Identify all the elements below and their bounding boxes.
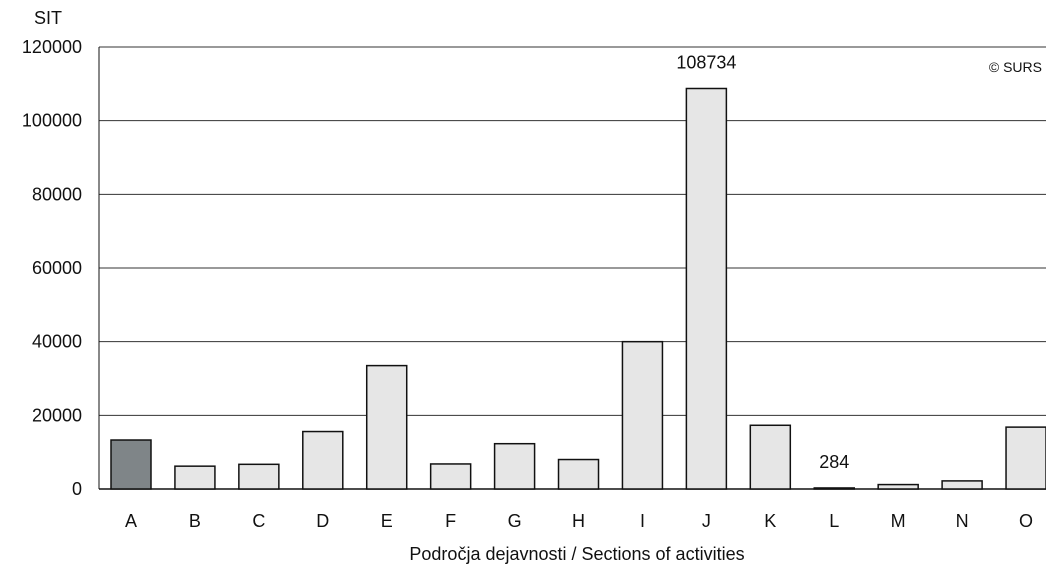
y-tick-label: 20000 bbox=[32, 405, 82, 425]
data-label-J: 108734 bbox=[676, 52, 736, 72]
y-tick-label: 0 bbox=[72, 479, 82, 499]
bar-B bbox=[174, 465, 216, 490]
x-tick-label: B bbox=[189, 511, 201, 531]
bars bbox=[110, 87, 1046, 490]
x-tick-label: A bbox=[125, 511, 137, 531]
x-tick-label: G bbox=[508, 511, 522, 531]
bar-O bbox=[1005, 426, 1046, 490]
bar-H bbox=[557, 458, 600, 490]
x-axis-title: Področja dejavnosti / Sections of activi… bbox=[409, 544, 744, 564]
x-tick-label: L bbox=[829, 511, 839, 531]
y-tick-label: 100000 bbox=[22, 111, 82, 131]
y-tick-labels: 0 20000 40000 60000 80000 100000 120000 bbox=[22, 37, 82, 499]
x-tick-label: I bbox=[640, 511, 645, 531]
x-tick-label: J bbox=[702, 511, 711, 531]
bar-M bbox=[877, 483, 919, 490]
x-tick-labels: A B C D E F G H I J K L M N O bbox=[125, 511, 1033, 531]
bar-F bbox=[429, 463, 472, 490]
bar-D bbox=[302, 430, 344, 490]
x-tick-label: O bbox=[1019, 511, 1033, 531]
x-tick-label: K bbox=[764, 511, 776, 531]
gridlines bbox=[98, 46, 1046, 490]
y-tick-label: 40000 bbox=[32, 332, 82, 352]
bar-A bbox=[110, 439, 152, 490]
y-tick-label: 60000 bbox=[32, 258, 82, 278]
bar-E bbox=[365, 364, 408, 490]
bar-J bbox=[685, 87, 728, 490]
x-tick-label: F bbox=[445, 511, 456, 531]
bar-G bbox=[493, 442, 536, 490]
bar-I bbox=[621, 340, 664, 490]
x-tick-label: C bbox=[252, 511, 265, 531]
y-tick-label: 120000 bbox=[22, 37, 82, 57]
data-label-L: 284 bbox=[819, 452, 849, 472]
bar-N bbox=[941, 480, 983, 490]
bar-C bbox=[238, 463, 280, 490]
x-tick-label: M bbox=[891, 511, 906, 531]
x-tick-label: D bbox=[316, 511, 329, 531]
bar-L bbox=[813, 487, 855, 490]
x-tick-label: E bbox=[381, 511, 393, 531]
y-axis-unit-label: SIT bbox=[34, 8, 62, 28]
copyright-watermark: © SURS bbox=[989, 59, 1042, 75]
x-tick-label: H bbox=[572, 511, 585, 531]
x-tick-label: N bbox=[956, 511, 969, 531]
bar-K bbox=[749, 424, 792, 490]
data-labels: 108734 284 bbox=[676, 52, 849, 471]
y-tick-label: 80000 bbox=[32, 184, 82, 204]
